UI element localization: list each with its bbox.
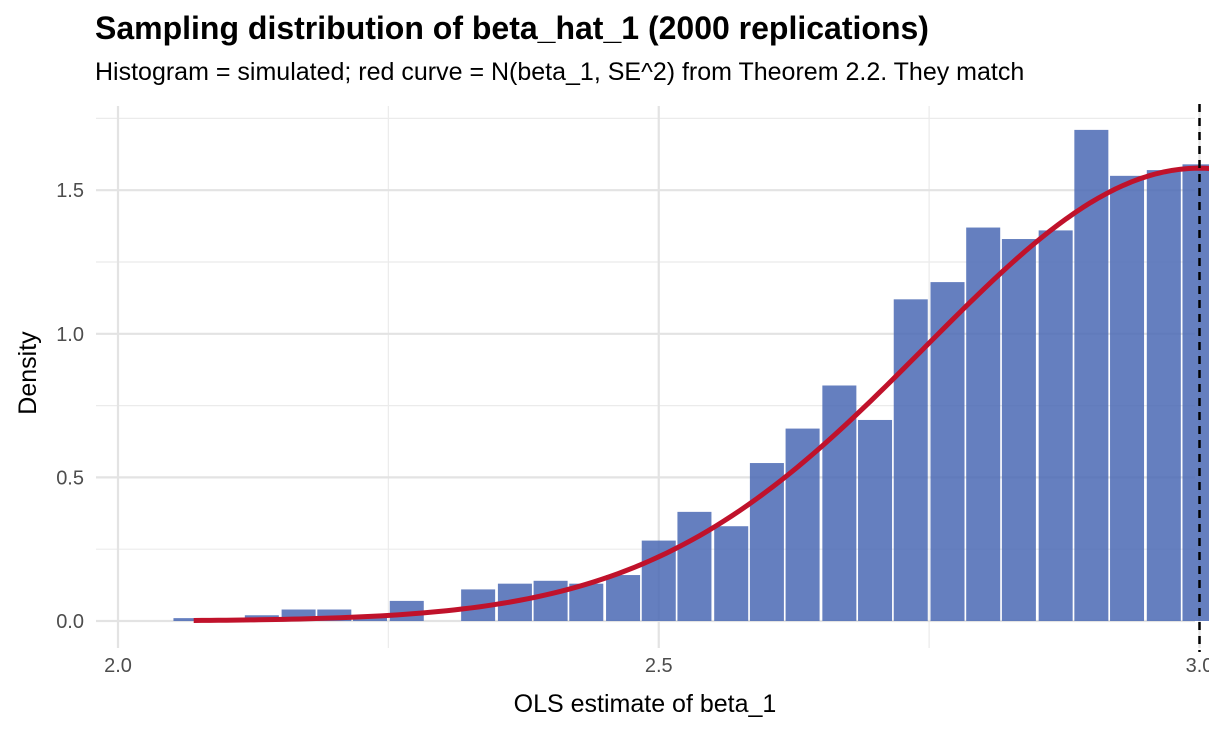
normal-density-curve (193, 165, 1209, 623)
x-tick-label: 2.5 (645, 655, 673, 677)
histogram-bar (281, 609, 316, 621)
histogram-bar (714, 526, 749, 621)
histogram-bar (533, 580, 568, 621)
x-axis-label: OLS estimate of beta_1 (514, 690, 777, 718)
y-tick-label: 0.5 (56, 467, 84, 489)
y-axis-label: Density (14, 331, 42, 415)
histogram-bar (930, 282, 965, 621)
x-axis-tick-labels: 2.02.53.03.5 (104, 655, 1209, 677)
histogram-bar (173, 618, 208, 621)
chart-title: Sampling distribution of beta_hat_1 (200… (95, 10, 929, 46)
x-tick-label: 3.0 (1186, 655, 1209, 677)
y-tick-label: 1.0 (56, 324, 84, 346)
histogram-bar (606, 575, 641, 621)
y-tick-label: 0.0 (56, 611, 84, 633)
histogram-bar (822, 385, 857, 621)
histogram-bar (677, 511, 712, 621)
histogram-bar (1001, 239, 1036, 622)
y-tick-label: 1.5 (56, 180, 84, 202)
histogram-bar (317, 609, 352, 621)
y-axis-tick-labels: 0.0 0.5 1.0 1.5 (56, 180, 84, 633)
histogram-bar (749, 463, 784, 621)
chart-subtitle: Histogram = simulated; red curve = N(bet… (95, 58, 1025, 86)
histogram-bar (1110, 175, 1145, 621)
histogram-bar (1038, 230, 1073, 621)
histogram-bar (1182, 164, 1209, 622)
x-tick-label: 2.0 (104, 655, 132, 677)
histogram-bars (173, 129, 1209, 622)
histogram-bar (858, 419, 893, 621)
histogram-bar (785, 428, 820, 621)
histogram-bar (1146, 170, 1181, 621)
